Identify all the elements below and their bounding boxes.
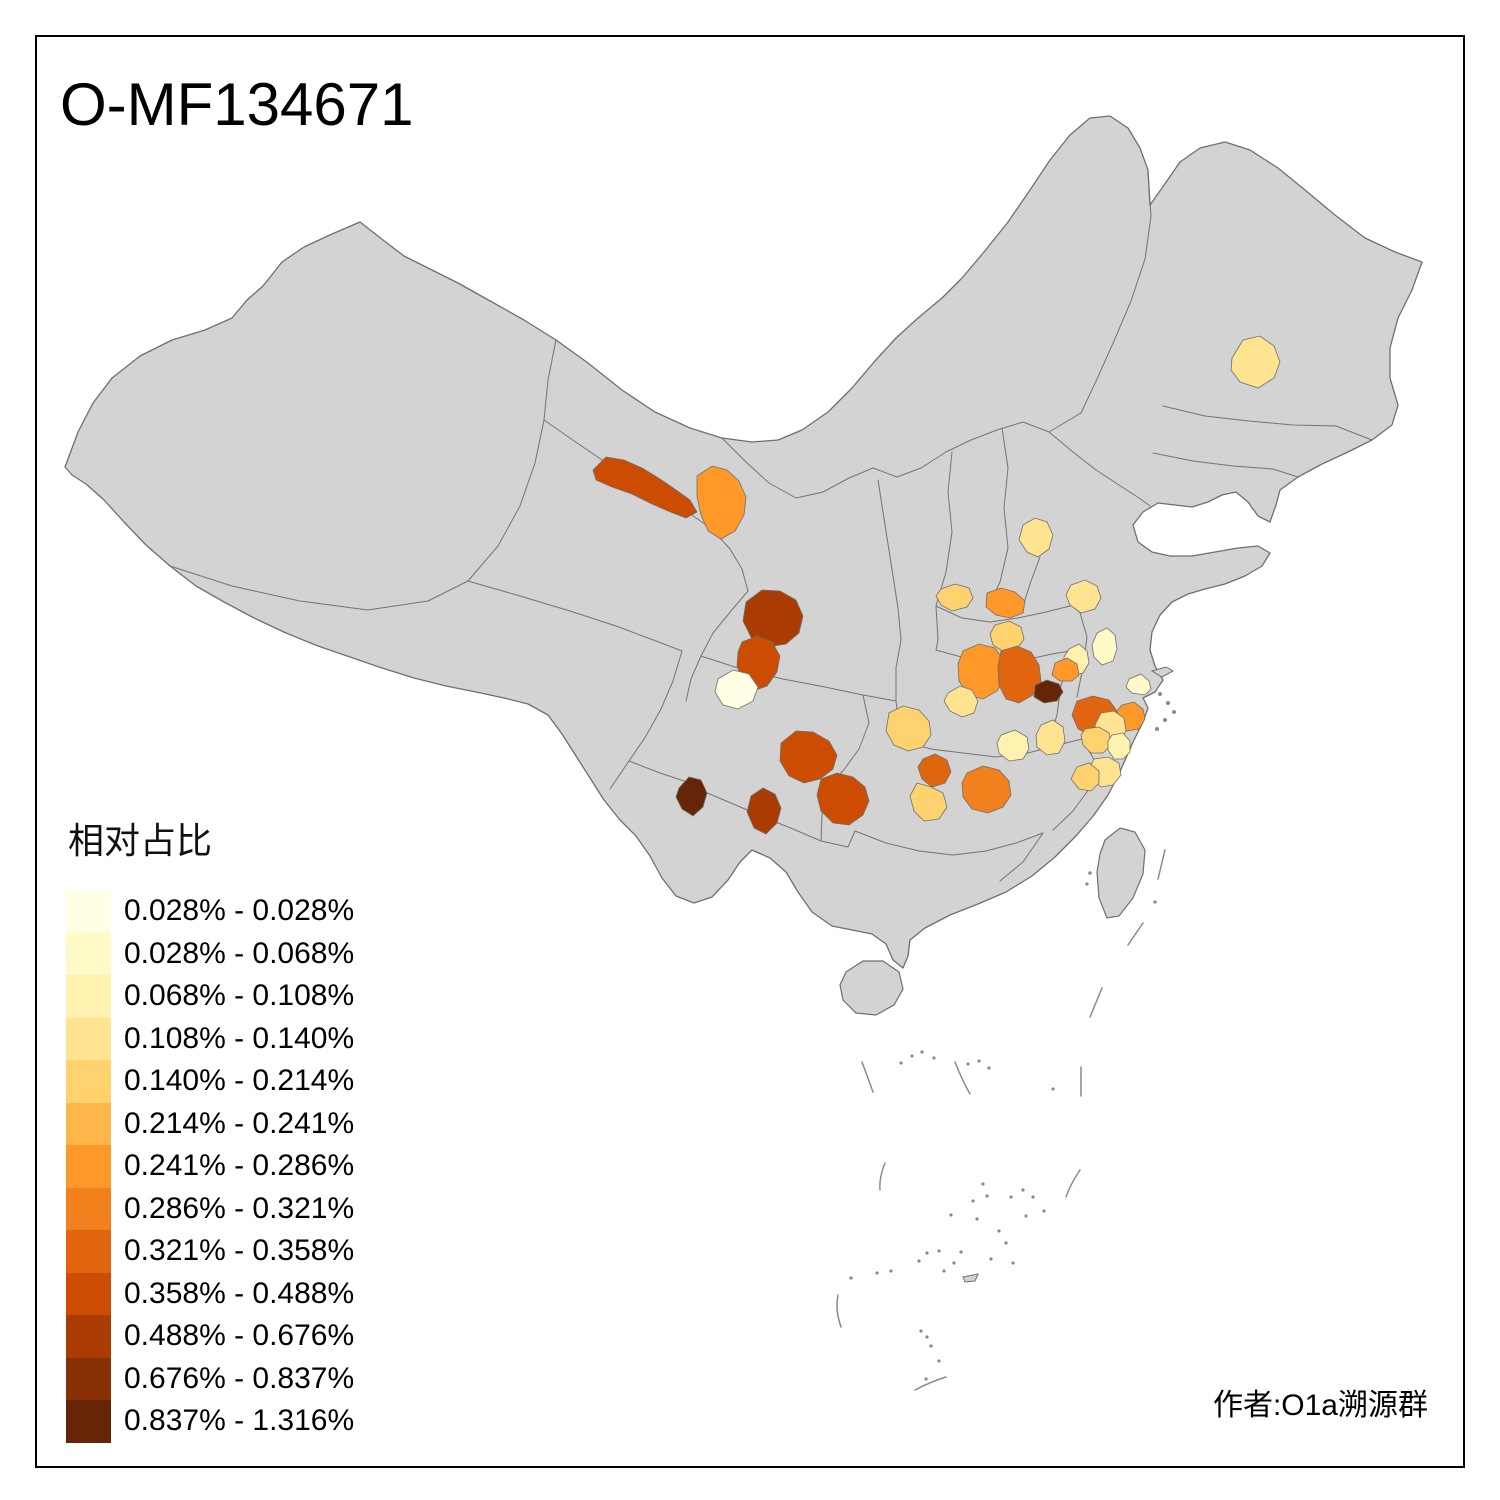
map-region [746,787,782,835]
map-region [885,705,932,752]
map-region [997,645,1042,704]
map-region [779,730,838,784]
legend-swatch [66,890,111,933]
legend: 相对占比 0.028% - 0.028% 0.028% - 0.068% 0.068… [66,812,496,1443]
legend-label: 0.108% - 0.140% [124,1021,355,1055]
map-region [1051,657,1080,682]
map-region [816,772,870,826]
map-region [742,589,804,648]
legend-item: 0.214% - 0.241% [66,1102,496,1145]
legend-item: 0.358% - 0.488% [66,1272,496,1315]
map-region [592,456,698,519]
map-region [1065,579,1102,614]
legend-label: 0.488% - 0.676% [124,1319,355,1353]
chongming-islet [1150,666,1175,678]
map-region [696,465,747,540]
sea-islet [962,1273,979,1283]
legend-swatch [66,1230,111,1273]
legend-item: 0.140% - 0.214% [66,1060,496,1103]
map-region [675,776,708,817]
legend-item: 0.028% - 0.068% [66,932,496,975]
legend-swatch [66,1017,111,1060]
map-region [985,587,1026,619]
legend-title: 相对占比 [68,820,213,861]
legend-swatch [66,932,111,975]
legend-swatch [66,1400,111,1443]
legend-item: 0.488% - 0.676% [66,1315,496,1358]
map-region [1033,679,1064,704]
map-region [917,753,952,788]
china-mainland [64,115,1423,969]
colored-regions [592,335,1281,835]
legend-label: 0.214% - 0.241% [124,1106,355,1140]
legend-label: 0.028% - 0.028% [124,894,355,928]
legend-label: 0.140% - 0.214% [124,1064,355,1098]
map-region [1230,335,1281,389]
legend-label: 0.068% - 0.108% [124,979,355,1013]
legend-item: 0.068% - 0.108% [66,975,496,1018]
map-region [1125,673,1152,696]
legend-label: 0.321% - 0.358% [124,1234,355,1268]
legend-swatch [66,1060,111,1103]
map-region [1080,726,1112,754]
legend-swatch [66,1272,111,1315]
legend-item: 0.676% - 0.837% [66,1357,496,1400]
map-region [961,765,1012,814]
attribution-text: 作者:O1a溯源群 [1212,1389,1428,1422]
legend-items: 0.028% - 0.028% 0.028% - 0.068% 0.068% - 0… [66,890,496,1443]
legend-label: 0.676% - 0.837% [124,1361,355,1395]
map-region [909,782,948,822]
map-region [1107,732,1131,760]
map-region [943,685,979,718]
legend-item: 0.108% - 0.140% [66,1017,496,1060]
taiwan-island [1096,827,1146,919]
legend-item: 0.837% - 1.316% [66,1400,496,1443]
legend-label: 0.286% - 0.321% [124,1191,355,1225]
map-region [1070,762,1100,792]
map-region [935,583,974,612]
hainan-island [839,960,904,1016]
legend-item: 0.321% - 0.358% [66,1230,496,1273]
legend-swatch [66,1145,111,1188]
legend-swatch [66,1187,111,1230]
legend-label: 0.837% - 1.316% [124,1404,355,1438]
page-title: O-MF134671 [60,71,414,138]
map-region [1035,719,1066,756]
map-region [996,729,1030,762]
legend-swatch [66,1102,111,1145]
legend-item: 0.286% - 0.321% [66,1187,496,1230]
legend-swatch [66,1315,111,1358]
map-region [1018,517,1054,558]
legend-label: 0.241% - 0.286% [124,1149,355,1183]
legend-label: 0.028% - 0.068% [124,936,355,970]
map-region [957,643,1006,700]
sea-islands [849,692,1176,1381]
legend-item: 0.241% - 0.286% [66,1145,496,1188]
legend-swatch [66,975,111,1018]
boundary-dash-segments [836,849,1166,1391]
map-region [1091,627,1118,666]
legend-label: 0.358% - 0.488% [124,1276,355,1310]
legend-swatch [66,1357,111,1400]
map-region [714,669,759,710]
legend-item: 0.028% - 0.028% [66,890,496,933]
